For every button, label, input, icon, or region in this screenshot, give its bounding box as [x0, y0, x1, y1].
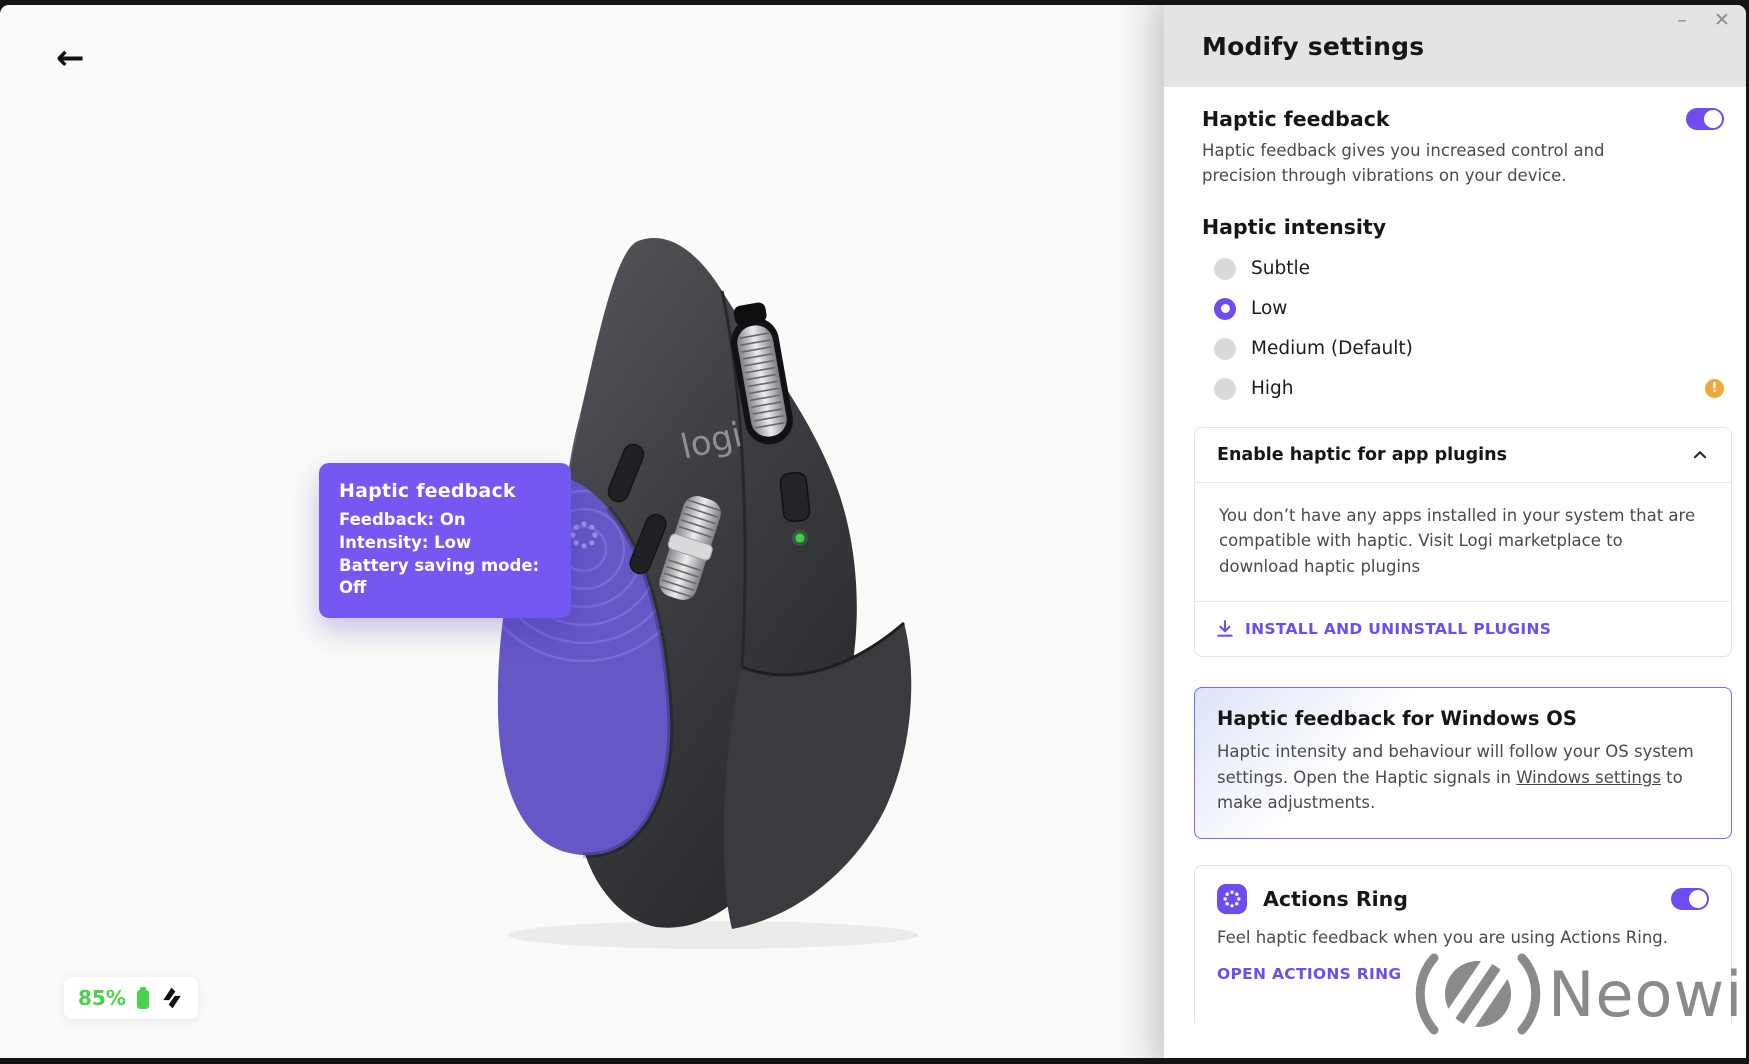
divider	[1195, 601, 1731, 603]
mouse-side-buttons	[607, 443, 667, 575]
windows-settings-link[interactable]: Windows settings	[1516, 767, 1661, 787]
panel-header: Modify settings – ✕	[1164, 5, 1746, 87]
radio-option-subtle[interactable]: Subtle	[1214, 249, 1732, 289]
mouse-front-plate	[723, 623, 912, 929]
tooltip-intensity-line: Intensity: Low	[339, 532, 472, 552]
open-actions-ring-link[interactable]: OPEN ACTIONS RING	[1217, 964, 1402, 983]
device-canvas: ←	[0, 5, 1164, 1058]
tooltip-battery-line: Battery saving mode: Off	[339, 555, 540, 598]
windows-os-body: Haptic intensity and behaviour will foll…	[1217, 742, 1694, 813]
actions-ring-card: Actions Ring Feel haptic feedback when y…	[1194, 864, 1732, 1023]
modify-settings-panel: Modify settings – ✕ Haptic feedback Hapt…	[1164, 5, 1746, 1058]
panel-title: Modify settings	[1202, 31, 1425, 61]
haptic-feedback-toggle[interactable]	[1686, 108, 1724, 130]
mouse-scroll-wheel	[731, 302, 793, 445]
logi-bolt-icon	[163, 987, 181, 1009]
app-window: ←	[0, 5, 1746, 1058]
app-plugins-card: Enable haptic for app plugins You don’t …	[1194, 426, 1732, 658]
actions-ring-description: Feel haptic feedback when you are using …	[1217, 927, 1669, 947]
windows-os-title: Haptic feedback for Windows OS	[1217, 707, 1577, 731]
window-controls: – ✕	[1670, 9, 1734, 31]
back-button[interactable]: ←	[56, 38, 85, 78]
radio-option-high[interactable]: High !	[1214, 369, 1732, 409]
install-uninstall-plugins-link[interactable]: INSTALL AND UNINSTALL PLUGINS	[1195, 602, 1731, 656]
divider	[1195, 481, 1731, 483]
haptic-intensity-label: Haptic intensity	[1202, 214, 1387, 239]
chevron-up-icon	[1693, 450, 1707, 458]
mouse-product-image: logi	[497, 238, 918, 949]
haptic-feedback-label: Haptic feedback	[1202, 107, 1390, 131]
battery-icon	[136, 987, 149, 1009]
app-plugins-body: You don’t have any apps installed in you…	[1219, 505, 1696, 576]
actions-ring-emblem	[570, 521, 598, 549]
windows-os-card: Haptic feedback for Windows OS Haptic in…	[1194, 687, 1732, 839]
panel-edge-shadow	[1116, 5, 1164, 1058]
mouse-top-button	[779, 471, 811, 523]
radio-option-medium[interactable]: Medium (Default)	[1214, 329, 1732, 369]
radio-icon	[1214, 257, 1236, 280]
haptic-status-tooltip: Haptic feedback Feedback: On Intensity: …	[319, 463, 571, 619]
radio-icon	[1214, 337, 1236, 360]
mouse-shadow	[508, 921, 918, 949]
tooltip-feedback-line: Feedback: On	[339, 510, 466, 529]
haptic-intensity-options: Subtle Low Medium (Default)	[1214, 249, 1732, 409]
actions-ring-title: Actions Ring	[1263, 886, 1408, 911]
actions-ring-toggle[interactable]	[1671, 887, 1709, 910]
app-plugins-header[interactable]: Enable haptic for app plugins	[1195, 428, 1731, 482]
actions-ring-icon	[1217, 883, 1247, 914]
tooltip-title: Haptic feedback	[339, 480, 516, 502]
download-icon	[1217, 620, 1233, 637]
actions-ring-header: Actions Ring	[1217, 883, 1709, 914]
minimize-button[interactable]: –	[1677, 9, 1687, 31]
radio-option-low[interactable]: Low	[1214, 289, 1732, 329]
radio-icon	[1214, 377, 1236, 400]
status-led	[795, 533, 805, 543]
mouse-thumb-wheel	[657, 494, 723, 602]
high-intensity-warning-badge: !	[1705, 379, 1724, 398]
haptic-feedback-row: Haptic feedback	[1202, 107, 1724, 131]
panel-body: Haptic feedback Haptic feedback gives yo…	[1164, 107, 1746, 1023]
haptic-feedback-description: Haptic feedback gives you increased cont…	[1202, 141, 1605, 185]
battery-status-chip: 85%	[64, 977, 198, 1019]
close-button[interactable]: ✕	[1714, 9, 1730, 31]
battery-percent: 85%	[78, 986, 126, 1010]
radio-icon	[1214, 297, 1236, 320]
